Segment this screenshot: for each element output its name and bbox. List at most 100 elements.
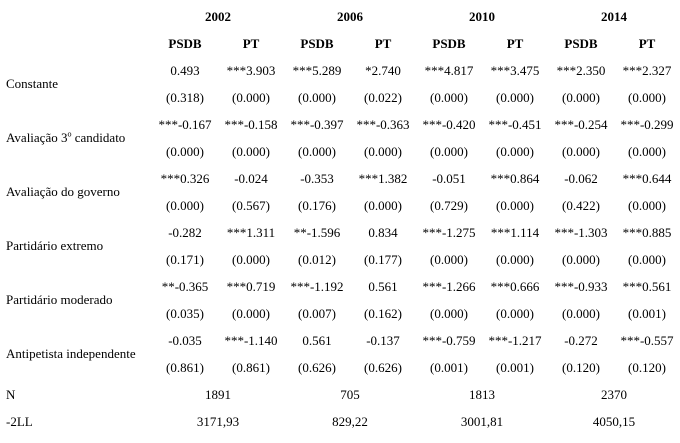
pvalue-cell: (0.000) <box>496 251 534 267</box>
pvalue-cell: (0.626) <box>364 359 402 375</box>
coef-cell: **-0.365 <box>161 278 209 294</box>
pvalue-cell: (0.000) <box>232 251 270 267</box>
pvalue-row: (0.000) (0.000) (0.000) (0.000) (0.000) (0.00… <box>0 138 680 165</box>
pvalue-cell: (0.000) <box>430 305 468 321</box>
party-header: PT <box>638 35 656 51</box>
pvalue-cell: (0.000) <box>232 305 270 321</box>
coef-cell: ***-0.158 <box>224 116 278 132</box>
coef-cell: ***1.382 <box>358 170 408 186</box>
year-header: 2002 <box>205 8 231 24</box>
pvalue-cell: (0.567) <box>232 197 270 213</box>
party-header: PT <box>506 35 524 51</box>
pvalue-cell: (0.000) <box>232 89 270 105</box>
coef-cell: 0.561 <box>368 278 398 294</box>
coef-cell: ***-1.217 <box>488 332 542 348</box>
pvalue-cell: (0.729) <box>430 197 468 213</box>
pvalue-row: (0.861) (0.861) (0.626) (0.626) (0.001) (0.00… <box>0 354 680 381</box>
pvalue-cell: (0.001) <box>496 359 534 375</box>
summary-row: N 1891 705 1813 2370 <box>0 381 680 408</box>
pvalue-cell: (0.000) <box>628 89 666 105</box>
pvalue-row: (0.000) (0.567) (0.176) (0.000) (0.729) (0.00… <box>0 192 680 219</box>
pvalue-cell: (0.000) <box>562 251 600 267</box>
pvalue-row: (0.035) (0.000) (0.007) (0.162) (0.000) (0.00… <box>0 300 680 327</box>
row-label: Avaliação do governo <box>6 184 120 199</box>
pvalue-cell: (0.000) <box>166 197 204 213</box>
coef-cell: ***-0.420 <box>422 116 476 132</box>
coef-cell: ***-0.167 <box>158 116 212 132</box>
summary-value-cell: 2370 <box>601 386 627 402</box>
coef-cell: ***-1.303 <box>554 224 608 240</box>
summary-value-cell: 4050,15 <box>592 413 636 429</box>
coef-cell: ***3.475 <box>490 62 540 78</box>
coef-cell: -0.024 <box>234 170 268 186</box>
pvalue-cell: (0.000) <box>562 143 600 159</box>
pvalue-cell: (0.000) <box>562 89 600 105</box>
pvalue-cell: (0.000) <box>496 197 534 213</box>
party-header: PSDB <box>168 35 202 51</box>
pvalue-cell: (0.177) <box>364 251 402 267</box>
coef-cell: ***0.326 <box>160 170 210 186</box>
coef-cell: -0.062 <box>564 170 598 186</box>
pvalue-cell: (0.861) <box>232 359 270 375</box>
coef-cell: ***0.644 <box>622 170 672 186</box>
coef-cell: ***-0.363 <box>356 116 410 132</box>
pvalue-cell: (0.001) <box>628 305 666 321</box>
summary-value-cell: 3001,81 <box>460 413 504 429</box>
corner-cell-party <box>0 30 152 57</box>
coef-row: Avaliação 3o candidato ***-0.167 ***-0.158… <box>0 111 680 146</box>
coef-cell: ***-0.254 <box>554 116 608 132</box>
coef-row: Partidário moderado **-0.365 ***0.719 ***-1… <box>0 273 680 308</box>
pvalue-cell: (0.007) <box>298 305 336 321</box>
coef-cell: -0.353 <box>300 170 334 186</box>
coef-cell: ***0.864 <box>490 170 540 186</box>
row-label: Partidário moderado <box>6 292 113 307</box>
coef-cell: ***-0.759 <box>422 332 476 348</box>
pvalue-cell: (0.001) <box>430 359 468 375</box>
coef-cell: ***1.114 <box>490 224 540 240</box>
coef-cell: -0.272 <box>564 332 598 348</box>
pvalue-cell: (0.176) <box>298 197 336 213</box>
coef-cell: ***3.903 <box>226 62 276 78</box>
pvalue-cell: (0.000) <box>364 197 402 213</box>
coef-cell: -0.137 <box>366 332 400 348</box>
pvalue-cell: (0.162) <box>364 305 402 321</box>
coef-cell: ***-0.933 <box>554 278 608 294</box>
pvalue-cell: (0.422) <box>562 197 600 213</box>
coef-cell: 0.493 <box>170 62 200 78</box>
pvalue-cell: (0.120) <box>628 359 666 375</box>
coef-cell: ***-0.397 <box>290 116 344 132</box>
summary-row-label: -2LL <box>6 413 33 429</box>
pvalue-cell: (0.171) <box>166 251 204 267</box>
coef-cell: -0.051 <box>432 170 466 186</box>
year-header: 2010 <box>469 8 495 24</box>
pvalue-cell: (0.035) <box>166 305 204 321</box>
coef-cell: ***-1.140 <box>224 332 278 348</box>
pvalue-cell: (0.318) <box>166 89 204 105</box>
party-header-row: PSDB PT PSDB PT PSDB PT PSDB PT <box>0 30 680 57</box>
summary-value-cell: 3171,93 <box>196 413 240 429</box>
corner-cell-year <box>0 3 152 30</box>
pvalue-cell: (0.000) <box>166 143 204 159</box>
pvalue-cell: (0.861) <box>166 359 204 375</box>
pvalue-cell: (0.000) <box>496 89 534 105</box>
pvalue-cell: (0.000) <box>562 305 600 321</box>
summary-row: -2LL 3171,93 829,22 3001,81 4050,15 <box>0 408 680 435</box>
summary-row-label: N <box>6 386 16 402</box>
row-label: Partidário extremo <box>6 238 104 253</box>
pvalue-cell: (0.000) <box>430 143 468 159</box>
coef-cell: ***0.719 <box>226 278 276 294</box>
party-header: PT <box>374 35 392 51</box>
coef-row: Partidário extremo -0.282 ***1.311 **-1.596… <box>0 219 680 254</box>
pvalue-cell: (0.022) <box>364 89 402 105</box>
coef-cell: ***-1.266 <box>422 278 476 294</box>
coef-cell: ***2.327 <box>622 62 672 78</box>
pvalue-cell: (0.000) <box>298 89 336 105</box>
year-header: 2006 <box>337 8 363 24</box>
coef-cell: ***2.350 <box>556 62 606 78</box>
coef-cell: *2.740 <box>365 62 401 78</box>
coef-cell: ***-0.557 <box>620 332 674 348</box>
coef-cell: -0.282 <box>168 224 202 240</box>
coef-cell: **-1.596 <box>293 224 341 240</box>
party-header: PSDB <box>564 35 598 51</box>
coef-row: Antipetista independente -0.035 ***-1.140 0… <box>0 327 680 362</box>
